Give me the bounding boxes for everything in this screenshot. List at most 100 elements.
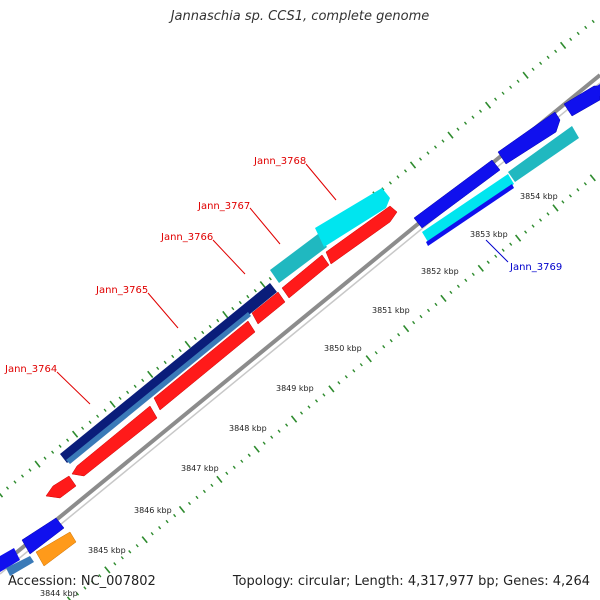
ruler-tick <box>290 415 298 423</box>
gene-feature-blue[interactable] <box>563 85 600 117</box>
gene-feature-red[interactable] <box>251 291 286 325</box>
ruler-tick <box>314 399 319 403</box>
ruler-tick <box>471 272 475 277</box>
ruler-tick <box>374 351 378 355</box>
length-label: Length: <box>354 574 404 589</box>
ruler-tick <box>13 480 17 484</box>
ruler-tick <box>412 320 416 325</box>
ruler-tick <box>253 288 257 293</box>
ruler-tick <box>552 204 559 212</box>
ruler-tick <box>43 456 47 460</box>
ruler-tick <box>381 187 385 191</box>
gene-label[interactable]: Jann_3765 <box>95 285 148 296</box>
gene-feature-blue[interactable] <box>594 84 600 98</box>
ruler-tick <box>128 550 132 554</box>
ruler-tick <box>477 264 484 272</box>
scale-label: 3853 kbp <box>470 230 508 239</box>
accession-label: Accession: <box>8 574 77 589</box>
gene-feature-red[interactable] <box>325 205 398 265</box>
ruler-tick <box>178 348 182 353</box>
gene-feature-red[interactable] <box>71 405 158 477</box>
ruler-tick <box>268 276 272 281</box>
ruler-tick <box>589 174 596 182</box>
ruler-tick <box>494 254 498 258</box>
ruler-tick <box>516 79 520 83</box>
ruler-tick <box>426 308 431 313</box>
gene-feature-cyan[interactable] <box>315 188 390 247</box>
ruler-tick <box>81 426 85 430</box>
map-title: Jannaschia sp. CCS1, complete genome <box>170 9 430 24</box>
ruler-tick <box>365 355 372 363</box>
ruler-tick <box>246 294 250 299</box>
gene-feature-steel[interactable] <box>66 312 251 464</box>
ruler-tick <box>554 49 558 54</box>
ruler-tick <box>187 501 192 506</box>
topology-label: Topology: <box>232 574 294 589</box>
gene-label[interactable]: Jann_3769 <box>509 262 562 273</box>
gene-label[interactable]: Jann_3768 <box>253 156 306 167</box>
gene-feature-teal[interactable] <box>508 126 579 182</box>
gene-feature-blue[interactable] <box>0 548 20 572</box>
ruler-tick <box>262 441 266 445</box>
ruler-tick <box>34 460 41 468</box>
ruler-tick <box>307 405 311 409</box>
scale-label: 3844 kbp <box>40 589 78 598</box>
ruler-tick <box>426 151 430 155</box>
gene-label[interactable]: Jann_3766 <box>160 232 213 243</box>
gene-features <box>0 84 600 576</box>
accession-value: NC_007802 <box>80 574 156 589</box>
ruler-tick <box>434 302 438 307</box>
ruler-tick <box>75 592 80 596</box>
genome-backbone <box>0 73 600 575</box>
gene-feature-blue[interactable] <box>426 184 514 246</box>
ruler-tick <box>71 430 79 438</box>
ruler-tick <box>66 438 70 442</box>
ruler-tick <box>531 67 535 71</box>
scale-label: 3846 kbp <box>134 506 172 515</box>
gene-feature-navy[interactable] <box>60 283 277 463</box>
ruler-tick <box>253 445 260 453</box>
ruler-tick <box>201 330 205 335</box>
gene-feature-blue[interactable] <box>21 517 65 555</box>
gene-feature-cyan[interactable] <box>422 174 514 242</box>
gene-feature-red[interactable] <box>45 475 77 499</box>
ruler-tick <box>96 414 100 418</box>
gene-feature-red[interactable] <box>153 320 256 411</box>
ruler-tick <box>456 127 460 131</box>
ruler-tick <box>397 332 401 337</box>
ruler-tick <box>559 41 567 49</box>
gene-label[interactable]: Jann_3764 <box>4 364 57 375</box>
ruler-tick <box>222 310 229 319</box>
scale-label: 3852 kbp <box>421 267 459 276</box>
ruler-tick <box>225 471 229 476</box>
scale-label: 3851 kbp <box>372 306 410 315</box>
ruler-tick <box>501 91 505 95</box>
gene-feature-steel[interactable] <box>6 556 34 576</box>
ruler-tick <box>28 468 32 472</box>
gene-feature-blue[interactable] <box>497 111 561 165</box>
genome-stats: Topology: circular; Length: 4,317,977 bp… <box>233 574 590 589</box>
ruler-tick <box>126 390 130 395</box>
ruler-tick <box>90 580 94 584</box>
ruler-tick <box>98 574 102 578</box>
gene-feature-red[interactable] <box>281 254 330 299</box>
ruler-tick <box>396 175 400 179</box>
ruler-tick <box>66 596 72 600</box>
gene-feature-orange[interactable] <box>35 531 77 567</box>
ruler-tick <box>584 25 588 30</box>
gene-feature-teal[interactable] <box>270 234 327 283</box>
ruler-tick <box>202 489 206 494</box>
gene-label[interactable]: Jann_3767 <box>197 201 250 212</box>
ruler-tick <box>208 324 212 329</box>
ruler-tick <box>539 61 543 66</box>
ruler-tick <box>456 284 460 289</box>
ruler-tick <box>409 161 417 169</box>
ruler-tick <box>522 71 529 79</box>
ruler-tick <box>83 586 87 590</box>
ruler-tick <box>193 336 197 341</box>
ruler-tick <box>113 562 117 566</box>
ruler-tick <box>299 411 304 415</box>
ruler-tick <box>344 375 348 379</box>
gene-feature-blue[interactable] <box>413 159 501 229</box>
